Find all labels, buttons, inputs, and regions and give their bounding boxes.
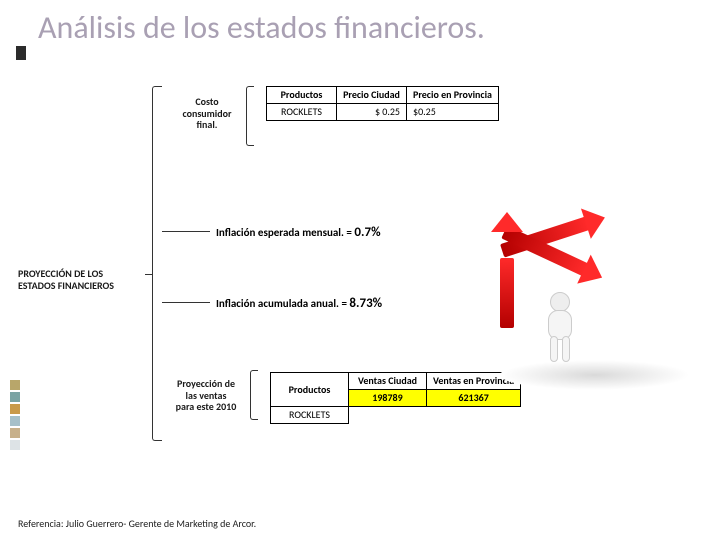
sales-row-product: ROCKLETS — [271, 407, 349, 424]
price-table: Productos Precio Ciudad Precio en Provin… — [266, 86, 499, 121]
hierarchy-root-label: PROYECCIÓN DE LOSESTADOS FINANCIEROS — [18, 268, 148, 291]
inflation-monthly-value: 0.7% — [354, 225, 380, 240]
root-bracket — [152, 86, 162, 441]
title-accent-bar — [16, 46, 26, 60]
price-row-product: ROCKLETS — [267, 104, 337, 121]
price-row-ciudad: $ 0.25 — [337, 104, 407, 121]
price-header-provincia: Precio en Provincia — [407, 87, 499, 104]
price-header-productos: Productos — [267, 87, 337, 104]
page-title: Análisis de los estados financieros. — [38, 8, 485, 47]
price-row-provincia: $0.25 — [407, 104, 499, 121]
sales-table: Productos Ventas Ciudad Ventas en Provin… — [270, 372, 521, 424]
sales-header-productos: Productos — [271, 373, 349, 407]
crossroads-graphic — [500, 230, 690, 400]
annual-connector — [162, 302, 210, 303]
sales-node-label: Proyección delas ventaspara este 2010 — [166, 378, 246, 413]
sales-row-ciudad: 198789 — [349, 390, 427, 407]
inflation-monthly-label: Inflación esperada mensual. = — [216, 226, 352, 239]
cost-bracket — [246, 86, 254, 146]
price-header-ciudad: Precio Ciudad — [337, 87, 407, 104]
inflation-annual: Inflación acumulada anual. = 8.73% — [216, 296, 382, 311]
footer-reference: Referencia: Julio Guerrero- Gerente de M… — [18, 517, 256, 530]
ground-shadow — [500, 360, 690, 390]
inflation-annual-label: Inflación acumulada anual. = — [216, 297, 347, 310]
cost-node-label: Costoconsumidorfinal. — [172, 96, 242, 131]
sales-bracket — [250, 370, 258, 420]
inflation-monthly: Inflación esperada mensual. = 0.7% — [216, 225, 381, 240]
inflation-annual-value: 8.73% — [349, 296, 382, 311]
root-connector — [145, 274, 152, 275]
person-figure-icon — [540, 292, 580, 362]
sales-header-ciudad: Ventas Ciudad — [349, 373, 427, 390]
arrow-up-icon — [500, 258, 514, 328]
monthly-connector — [162, 231, 210, 232]
left-color-swatches — [10, 380, 20, 452]
